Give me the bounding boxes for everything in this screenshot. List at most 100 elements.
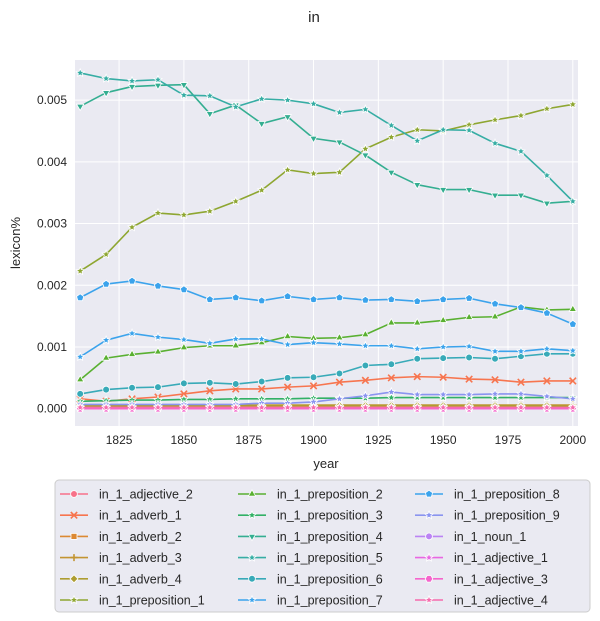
legend-marker: [69, 574, 79, 584]
legend-marker: [70, 533, 78, 540]
data-point: [153, 82, 163, 91]
data-point: [127, 349, 137, 357]
legend-label: in_1_preposition_7: [277, 594, 383, 608]
series-line: [80, 391, 573, 406]
series-in_1_adjective_4: [75, 402, 578, 412]
data-point: [438, 392, 449, 402]
data-point: [386, 386, 397, 397]
data-point: [515, 402, 526, 412]
data-point: [360, 143, 371, 154]
data-point: [256, 402, 267, 412]
data-point: [361, 152, 370, 161]
data-point: [360, 390, 371, 401]
data-point: [386, 131, 397, 142]
data-point: [308, 168, 319, 178]
legend-item-in_1_adverb_4: in_1_adverb_4: [60, 572, 182, 586]
data-point: [257, 296, 266, 305]
data-point: [464, 187, 474, 195]
legend-marker: [247, 509, 257, 520]
data-point: [256, 93, 267, 104]
data-point: [283, 331, 292, 340]
data-point: [465, 375, 473, 383]
data-point: [178, 209, 189, 220]
y-tick-label: 0.004: [37, 155, 67, 169]
data-point: [101, 90, 111, 98]
legend-marker: [424, 552, 434, 562]
data-point: [490, 346, 501, 356]
data-point: [283, 292, 292, 300]
data-point: [491, 375, 499, 384]
data-point: [76, 293, 85, 302]
x-axis-label: year: [313, 456, 339, 471]
legend-item-in_1_adjective_1: in_1_adjective_1: [415, 551, 548, 565]
data-point: [412, 135, 423, 146]
data-point: [205, 295, 214, 303]
data-point: [75, 67, 86, 78]
data-point: [205, 111, 215, 119]
series-line: [79, 103, 573, 272]
data-point: [465, 353, 473, 362]
series-layer: [75, 67, 578, 413]
legend-item-in_1_preposition_3: in_1_preposition_3: [238, 509, 383, 523]
series-line: [80, 396, 573, 403]
data-point: [283, 114, 292, 122]
data-point: [308, 98, 319, 109]
data-point: [515, 110, 526, 120]
data-point: [439, 373, 447, 382]
legend-item-in_1_preposition_7: in_1_preposition_7: [238, 594, 383, 608]
data-point: [360, 402, 371, 412]
legend-item-in_1_preposition_5: in_1_preposition_5: [238, 551, 383, 565]
x-tick-label: 2000: [559, 433, 586, 447]
series-line: [80, 352, 573, 395]
data-point: [153, 281, 163, 290]
data-point: [491, 354, 499, 363]
data-point: [75, 265, 86, 276]
data-point: [179, 285, 188, 294]
legend-label: in_1_noun_1: [454, 530, 526, 544]
data-point: [309, 382, 318, 390]
data-point: [515, 146, 526, 156]
y-tick-label: 0.002: [37, 278, 67, 292]
data-point: [516, 303, 526, 311]
data-point: [490, 114, 501, 125]
data-point: [230, 101, 241, 112]
y-axis-label: lexicon%: [8, 217, 23, 269]
data-point: [517, 378, 525, 386]
data-point: [256, 333, 267, 344]
data-point: [308, 337, 319, 347]
data-point: [567, 402, 578, 412]
data-point: [438, 124, 449, 134]
data-point: [515, 392, 526, 402]
data-point: [490, 299, 500, 308]
series-in_1_preposition_5: [75, 67, 578, 206]
data-point: [541, 391, 552, 401]
legend-label: in_1_adjective_3: [454, 572, 548, 586]
data-point: [154, 383, 162, 391]
data-point: [231, 380, 240, 388]
legend-marker: [248, 574, 256, 583]
data-point: [412, 182, 422, 190]
data-point: [102, 385, 110, 394]
data-point: [101, 73, 112, 83]
data-point: [490, 388, 501, 399]
data-point: [412, 317, 422, 326]
data-point: [541, 343, 552, 354]
data-point: [180, 390, 188, 398]
series-line: [79, 332, 573, 358]
legend-label: in_1_preposition_2: [277, 488, 383, 502]
data-point: [516, 192, 526, 201]
data-point: [335, 293, 344, 302]
data-point: [152, 74, 163, 84]
data-point: [101, 249, 112, 259]
data-point: [309, 373, 318, 382]
data-point: [541, 170, 552, 180]
legend-item-in_1_noun_1: in_1_noun_1: [415, 530, 526, 544]
legend-label: in_1_preposition_9: [454, 509, 560, 523]
data-point: [334, 393, 345, 404]
plot-area: [75, 60, 578, 426]
series-line: [80, 375, 573, 403]
data-point: [101, 402, 112, 412]
data-point: [101, 353, 111, 361]
data-point: [75, 374, 85, 383]
data-point: [230, 333, 241, 344]
